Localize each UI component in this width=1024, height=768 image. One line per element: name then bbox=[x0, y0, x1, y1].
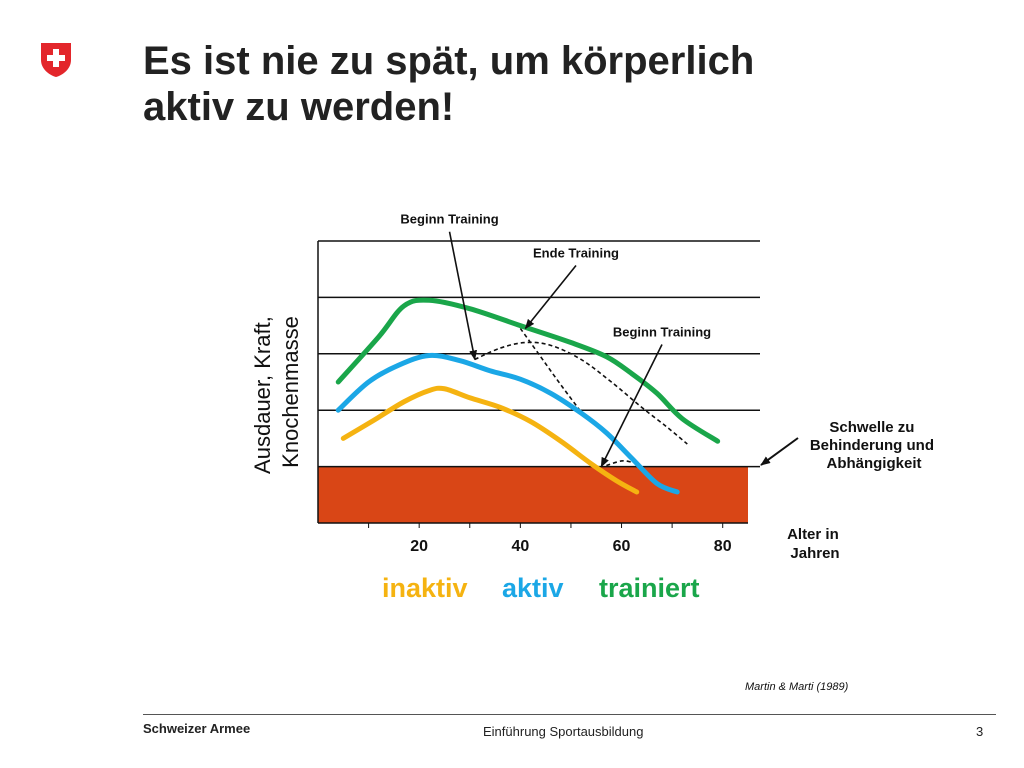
footer-course-title: Einführung Sportausbildung bbox=[483, 724, 644, 739]
dashed-curve-1 bbox=[474, 341, 688, 445]
threshold-label-line-1: Schwelle zu bbox=[829, 419, 914, 436]
threshold-label-line-3: Abhängigkeit bbox=[826, 455, 921, 472]
chart-grid bbox=[318, 240, 760, 468]
source-citation: Martin & Marti (1989) bbox=[745, 681, 849, 693]
x-tick-label-20: 20 bbox=[410, 538, 428, 555]
annotation-label-1: Beginn Training bbox=[400, 212, 498, 227]
chart-axes: 20 40 60 80 bbox=[317, 241, 748, 555]
title-line-1: Es ist nie zu spät, um körperlich bbox=[143, 39, 755, 83]
annotation-label-2: Ende Training bbox=[533, 246, 619, 261]
x-tick-label-80: 80 bbox=[714, 538, 732, 555]
legend-aktiv: aktiv bbox=[502, 573, 564, 603]
dashed-training-curves bbox=[474, 327, 688, 467]
y-axis-label: Ausdauer, Kraft, Knochenmasse bbox=[250, 310, 303, 474]
dashed-curve-3 bbox=[606, 460, 632, 467]
series-line-inaktiv bbox=[340, 385, 640, 495]
threshold-zone bbox=[318, 466, 748, 523]
x-axis-label-line-1: Alter in bbox=[787, 526, 839, 543]
x-axis-label: Alter in Jahren bbox=[787, 526, 843, 562]
series-line-trainiert bbox=[335, 297, 721, 444]
x-tick-label-60: 60 bbox=[613, 538, 631, 555]
title-line-2: aktiv zu werden! bbox=[143, 85, 455, 129]
page-title: Es ist nie zu spät, um körperlich aktiv … bbox=[143, 38, 754, 130]
annotations: Beginn Training Ende Training Beginn Train… bbox=[400, 212, 711, 468]
footer-divider bbox=[143, 714, 996, 715]
x-axis-label-line-2: Jahren bbox=[790, 545, 839, 562]
footer-organization: Schweizer Armee bbox=[143, 721, 251, 736]
series-line-aktiv bbox=[335, 352, 680, 495]
dashed-curve-2 bbox=[519, 327, 587, 420]
swiss-shield-icon bbox=[41, 43, 71, 77]
data-series bbox=[335, 297, 721, 495]
legend-trainiert: trainiert bbox=[599, 573, 700, 603]
threshold-arrow bbox=[760, 437, 799, 466]
y-axis-label-line-1: Ausdauer, Kraft, bbox=[250, 316, 275, 474]
threshold-label: Schwelle zu Behinderung und Abhängigkeit bbox=[810, 419, 938, 472]
y-axis-label-line-2: Knochenmasse bbox=[278, 316, 303, 468]
threshold-bar bbox=[318, 466, 748, 523]
annotation-arrow-2 bbox=[524, 265, 577, 330]
footer-page-number: 3 bbox=[976, 724, 984, 739]
x-tick-label-40: 40 bbox=[511, 538, 529, 555]
annotation-label-3: Beginn Training bbox=[613, 325, 711, 340]
threshold-label-line-2: Behinderung und bbox=[810, 437, 934, 454]
annotation-arrow-1 bbox=[448, 231, 477, 361]
annotation-arrow-3 bbox=[600, 344, 663, 468]
legend-inaktiv: inaktiv bbox=[382, 573, 468, 603]
legend: inaktiv aktiv trainiert bbox=[382, 573, 700, 603]
